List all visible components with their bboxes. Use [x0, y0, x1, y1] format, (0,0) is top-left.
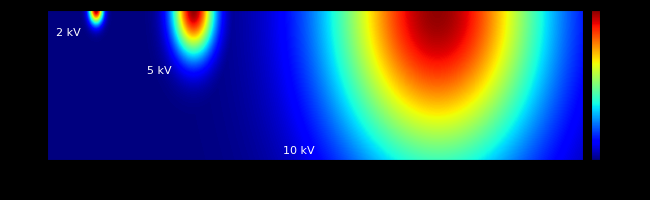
- X-axis label: Direction X (μm): Direction X (μm): [269, 184, 361, 194]
- Y-axis label: $\mathrm{Log_{10}\ G\ (cm^{-3}s^{-1})}$: $\mathrm{Log_{10}\ G\ (cm^{-3}s^{-1})}$: [626, 37, 642, 133]
- Text: 5 kV: 5 kV: [147, 66, 172, 76]
- Text: 2 kV: 2 kV: [55, 28, 81, 38]
- Y-axis label: Direction Z (μm): Direction Z (μm): [6, 39, 16, 131]
- Text: 10 kV: 10 kV: [283, 146, 315, 156]
